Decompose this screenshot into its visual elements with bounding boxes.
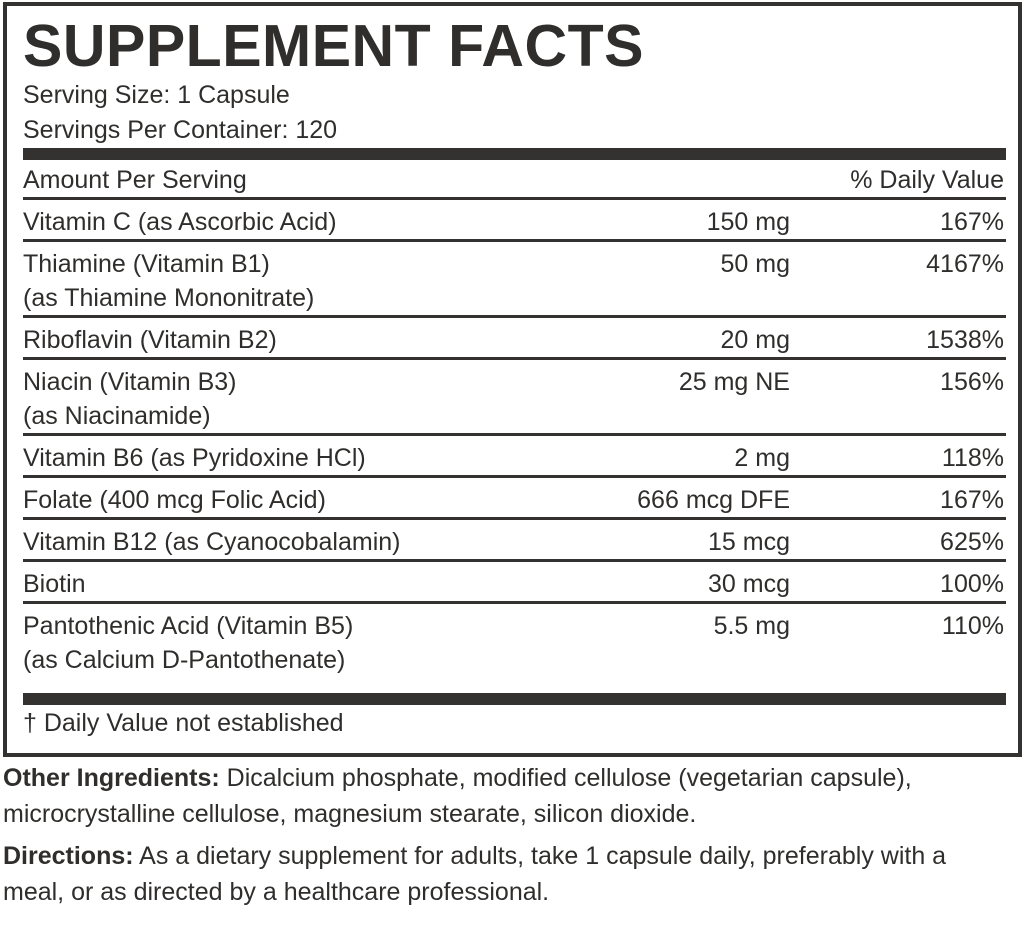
daily-value: 1538% <box>926 326 1004 354</box>
daily-value: 118% <box>941 444 1004 472</box>
amount: 25 mg NE <box>678 368 790 396</box>
servings-per-container: Servings Per Container: 120 <box>23 116 338 144</box>
nutrient-name-line: Thiamine (Vitamin B1) <box>23 250 270 278</box>
panel-title: SUPPLEMENT FACTS <box>23 13 644 79</box>
thick-divider <box>23 148 1006 160</box>
thick-divider <box>23 693 1006 705</box>
amount: 2 mg <box>734 444 790 472</box>
daily-value: 167% <box>940 486 1004 514</box>
other-ingredients: Other Ingredients: Dicalcium phosphate, … <box>3 760 1003 832</box>
nutrient-name: Pantothenic Acid (Vitamin B5) (as Calcium… <box>23 609 490 677</box>
nutrient-name-line: Vitamin B12 (as Cyanocobalamin) <box>23 528 401 556</box>
table-row: Vitamin C (as Ascorbic Acid) 150 mg 167% <box>23 200 1006 242</box>
directions: Directions: As a dietary supplement for … <box>3 838 1003 910</box>
nutrient-name: Vitamin B12 (as Cyanocobalamin) <box>23 525 490 559</box>
table-row: Vitamin B12 (as Cyanocobalamin) 15 mcg 625… <box>23 520 1006 562</box>
amount: 5.5 mg <box>713 612 790 640</box>
amount: 20 mg <box>720 326 790 354</box>
table-row: Thiamine (Vitamin B1) (as Thiamine Mononi… <box>23 242 1006 318</box>
label-notes: Other Ingredients: Dicalcium phosphate, … <box>3 760 1003 916</box>
table-row: Riboflavin (Vitamin B2) 20 mg 1538% <box>23 318 1006 360</box>
nutrient-name-line: (as Calcium D-Pantothenate) <box>23 646 346 674</box>
nutrient-name-line: Folate (400 mcg Folic Acid) <box>23 486 326 514</box>
daily-value: 100% <box>940 570 1004 598</box>
table-row: Pantothenic Acid (Vitamin B5) (as Calcium… <box>23 604 1006 693</box>
supplement-facts-panel: SUPPLEMENT FACTS Serving Size: 1 Capsule… <box>3 2 1022 757</box>
serving-size: Serving Size: 1 Capsule <box>23 81 290 109</box>
directions-text: As a dietary supplement for adults, take… <box>3 842 947 906</box>
nutrient-name-line: Vitamin C (as Ascorbic Acid) <box>23 208 337 236</box>
daily-value: 110% <box>941 612 1004 640</box>
nutrient-name: Thiamine (Vitamin B1) (as Thiamine Mononi… <box>23 247 490 315</box>
amount: 30 mcg <box>708 570 790 598</box>
table-header: Amount Per Serving % Daily Value <box>23 160 1006 200</box>
nutrient-name: Riboflavin (Vitamin B2) <box>23 323 490 357</box>
daily-value: 156% <box>940 368 1004 396</box>
directions-label: Directions: <box>3 842 134 870</box>
nutrient-name-line: Pantothenic Acid (Vitamin B5) <box>23 612 354 640</box>
nutrient-name-line: Riboflavin (Vitamin B2) <box>23 326 277 354</box>
daily-value: 4167% <box>926 250 1004 278</box>
nutrient-name-line: (as Niacinamide) <box>23 402 211 430</box>
daily-value: 625% <box>940 528 1004 556</box>
nutrient-name: Niacin (Vitamin B3) (as Niacinamide) <box>23 365 490 433</box>
nutrient-name-line: Biotin <box>23 570 86 598</box>
table-row: Vitamin B6 (as Pyridoxine HCl) 2 mg 118% <box>23 436 1006 478</box>
table-row: Biotin 30 mcg 100% <box>23 562 1006 604</box>
nutrient-name: Biotin <box>23 567 490 601</box>
other-ingredients-text: Dicalcium phosphate, modified cellulose … <box>3 764 912 828</box>
nutrient-name: Vitamin C (as Ascorbic Acid) <box>23 205 490 239</box>
amount: 50 mg <box>720 250 790 278</box>
daily-value-header: % Daily Value <box>850 166 1004 194</box>
table-row: Folate (400 mcg Folic Acid) 666 mcg DFE 16… <box>23 478 1006 520</box>
table-row: Niacin (Vitamin B3) (as Niacinamide) 25 mg… <box>23 360 1006 436</box>
nutrient-name-line: Niacin (Vitamin B3) <box>23 368 237 396</box>
other-ingredients-label: Other Ingredients: <box>3 764 220 792</box>
nutrient-name-line: Vitamin B6 (as Pyridoxine HCl) <box>23 444 366 472</box>
nutrient-name-line: (as Thiamine Mononitrate) <box>23 284 315 312</box>
amount-per-serving-header: Amount Per Serving <box>23 166 247 194</box>
nutrient-name: Folate (400 mcg Folic Acid) <box>23 483 490 517</box>
amount: 666 mcg DFE <box>637 486 790 514</box>
footnote: † Daily Value not established <box>23 709 344 737</box>
nutrient-name: Vitamin B6 (as Pyridoxine HCl) <box>23 441 490 475</box>
amount: 15 mcg <box>708 528 790 556</box>
daily-value: 167% <box>940 208 1004 236</box>
amount: 150 mg <box>706 208 790 236</box>
